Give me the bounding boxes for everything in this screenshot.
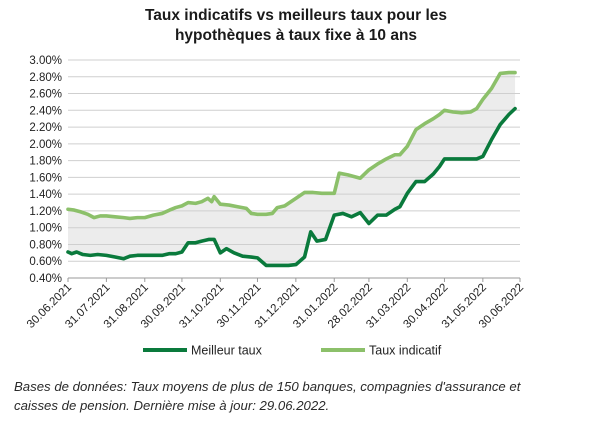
axes — [67, 277, 521, 282]
spread-band — [68, 72, 516, 266]
y-tick-label: 1.00% — [29, 223, 62, 235]
y-tick-label: 2.40% — [29, 105, 62, 117]
source-note: Bases de données: Taux moyens de plus de… — [14, 377, 584, 415]
y-tick-label: 1.80% — [29, 156, 62, 168]
y-tick-label: 2.20% — [29, 122, 62, 134]
legend-label: Meilleur taux — [191, 344, 263, 358]
y-tick-label: 2.00% — [29, 139, 62, 151]
series-line-meilleur-taux — [66, 106, 517, 268]
legend-item-taux-indicatif: Taux indicatif — [321, 344, 442, 358]
legend-item-meilleur-taux: Meilleur taux — [143, 344, 263, 358]
y-tick-label: 0.80% — [29, 239, 62, 251]
x-axis-tick-labels: 30.06.202131.07.202131.08.202130.09.2021… — [25, 282, 526, 331]
chart-title-line-2: hypothèques à taux fixe à 10 ans — [174, 27, 418, 44]
chart-title-line-1: Taux indicatifs vs meilleurs taux pour l… — [144, 7, 448, 24]
y-tick-label: 2.80% — [29, 72, 62, 84]
y-tick-label: 1.20% — [29, 206, 62, 218]
chart-title: Taux indicatifs vs meilleurs taux pour l… — [0, 6, 592, 46]
spread-band-layer — [68, 72, 516, 266]
y-axis-tick-labels: 0.40% 0.60% 0.80% 1.00% 1.20% 1.40% 1.60% 1.80%… — [29, 55, 62, 285]
legend-label: Taux indicatif — [369, 344, 442, 358]
y-tick-label: 1.60% — [29, 172, 62, 184]
rate-line-chart: 30.06.202131.07.202131.08.202130.09.2021… — [25, 55, 526, 358]
series-line-taux-indicatif — [66, 70, 517, 221]
y-tick-label: 0.60% — [29, 256, 62, 268]
series-lines — [66, 70, 517, 268]
legend: Meilleur taux Taux indicatif — [143, 344, 442, 358]
y-tick-label: 0.40% — [29, 273, 62, 285]
y-tick-label: 2.60% — [29, 89, 62, 101]
y-tick-label: 1.40% — [29, 189, 62, 201]
source-note-line-1: Bases de données: Taux moyens de plus de… — [14, 379, 521, 394]
source-note-line-2: caisses de pension. Dernière mise à jour… — [14, 398, 330, 413]
y-tick-label: 3.00% — [29, 55, 62, 67]
